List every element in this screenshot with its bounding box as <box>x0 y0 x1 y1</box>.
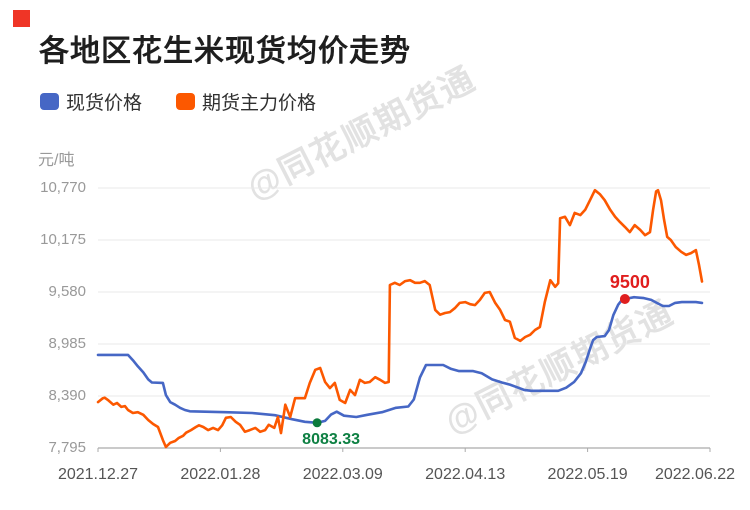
annotation-dot-low <box>312 418 322 428</box>
annotation-label-low: 8083.33 <box>302 430 361 448</box>
legend-swatch-spot-icon <box>40 92 59 110</box>
legend-label-futures: 期货主力价格 <box>202 92 317 114</box>
x-tick-label: 2022.04.13 <box>425 466 506 483</box>
legend-swatch-futures-icon <box>176 92 196 110</box>
y-tick-label: 8,390 <box>48 387 86 404</box>
y-axis-unit-label: 元/吨 <box>38 152 75 169</box>
x-tick-label: 2022.01.28 <box>180 466 261 483</box>
x-tick-label: 2022.03.09 <box>302 466 383 483</box>
x-tick-label: 2022.05.19 <box>547 466 628 483</box>
series-line-spot <box>96 295 704 425</box>
annotation-dot-high <box>619 294 630 304</box>
x-tick-label: 2021.12.27 <box>57 466 139 483</box>
legend-label-spot: 现货价格 <box>66 92 143 114</box>
x-tick-label: 2022.06.22 <box>654 466 736 483</box>
legend: 现货价格 期货主力价格 <box>40 88 350 115</box>
legend-item-futures: 期货主力价格 <box>176 88 316 115</box>
y-tick-label: 10,770 <box>40 179 86 196</box>
series-line-futures <box>96 188 704 449</box>
title-bullet-marker <box>13 10 30 27</box>
annotation-label-high: 9500 <box>609 271 650 292</box>
y-tick-label: 9,580 <box>48 283 86 300</box>
y-tick-label: 7,795 <box>48 439 86 456</box>
legend-item-spot: 现货价格 <box>40 88 142 115</box>
y-tick-label: 8,985 <box>48 335 86 352</box>
y-tick-label: 10,175 <box>40 231 86 248</box>
page-title: 各地区花生米现货均价走势 <box>39 35 411 68</box>
